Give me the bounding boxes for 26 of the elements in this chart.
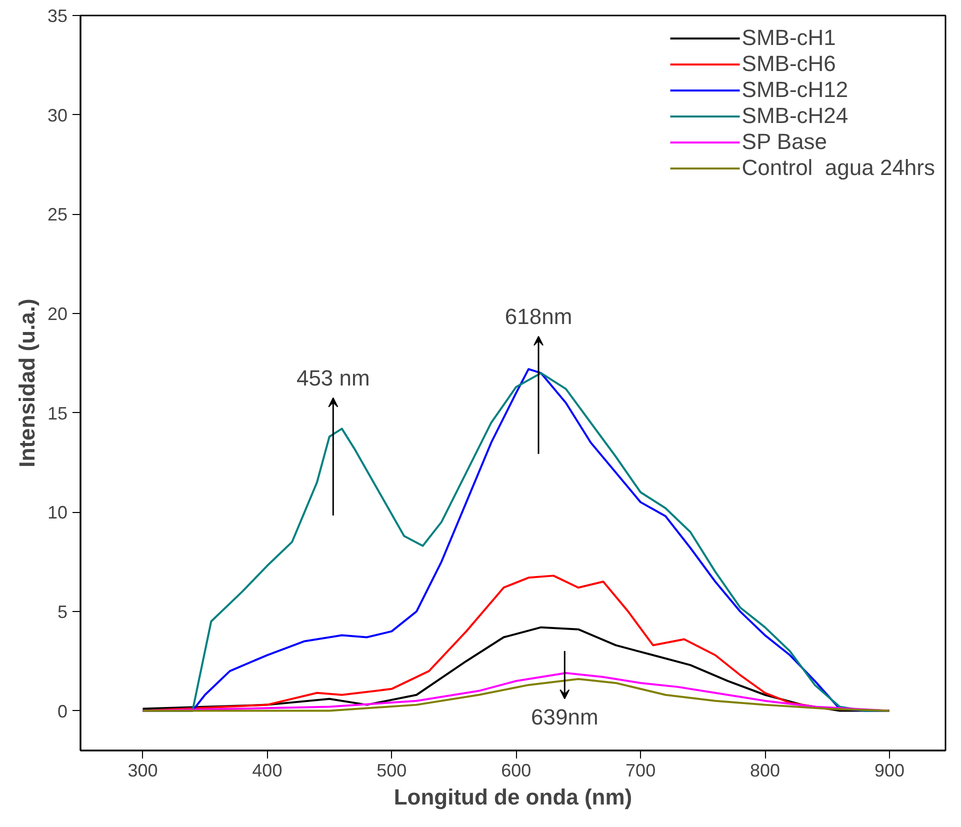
y-tick-label: 30 <box>47 105 68 126</box>
y-tick-label: 10 <box>47 502 68 523</box>
legend-label: SMB-cH24 <box>742 103 848 129</box>
x-tick-label: 600 <box>501 760 532 780</box>
x-tick-label: 300 <box>128 760 158 780</box>
annotation: 453 nm <box>296 366 370 391</box>
y-tick-label: 25 <box>47 204 68 225</box>
annotation: 639nm <box>531 704 598 730</box>
y-tick-label: 5 <box>57 602 68 622</box>
legend-label: SMB-cH1 <box>742 25 836 51</box>
legend-label: SMB-cH12 <box>742 77 848 103</box>
x-axis-title: Longitud de onda (nm) <box>394 784 632 810</box>
x-tick-label: 400 <box>252 760 282 780</box>
x-tick-label: 500 <box>376 760 407 780</box>
annotation: 618nm <box>504 304 572 329</box>
x-tick-label: 900 <box>874 760 905 780</box>
legend-label: SP Base <box>742 129 827 155</box>
x-tick-label: 800 <box>750 760 780 780</box>
legend-label: Control agua 24hrs <box>742 155 935 181</box>
y-tick-label: 15 <box>47 403 68 424</box>
y-tick-label: 20 <box>47 304 68 324</box>
legend-label: SMB-cH6 <box>742 51 836 77</box>
x-tick-label: 700 <box>626 760 656 780</box>
y-tick-label: 35 <box>47 6 68 26</box>
y-tick-label: 0 <box>57 701 68 722</box>
y-axis-title: Intensidad (u.a.) <box>14 298 40 468</box>
